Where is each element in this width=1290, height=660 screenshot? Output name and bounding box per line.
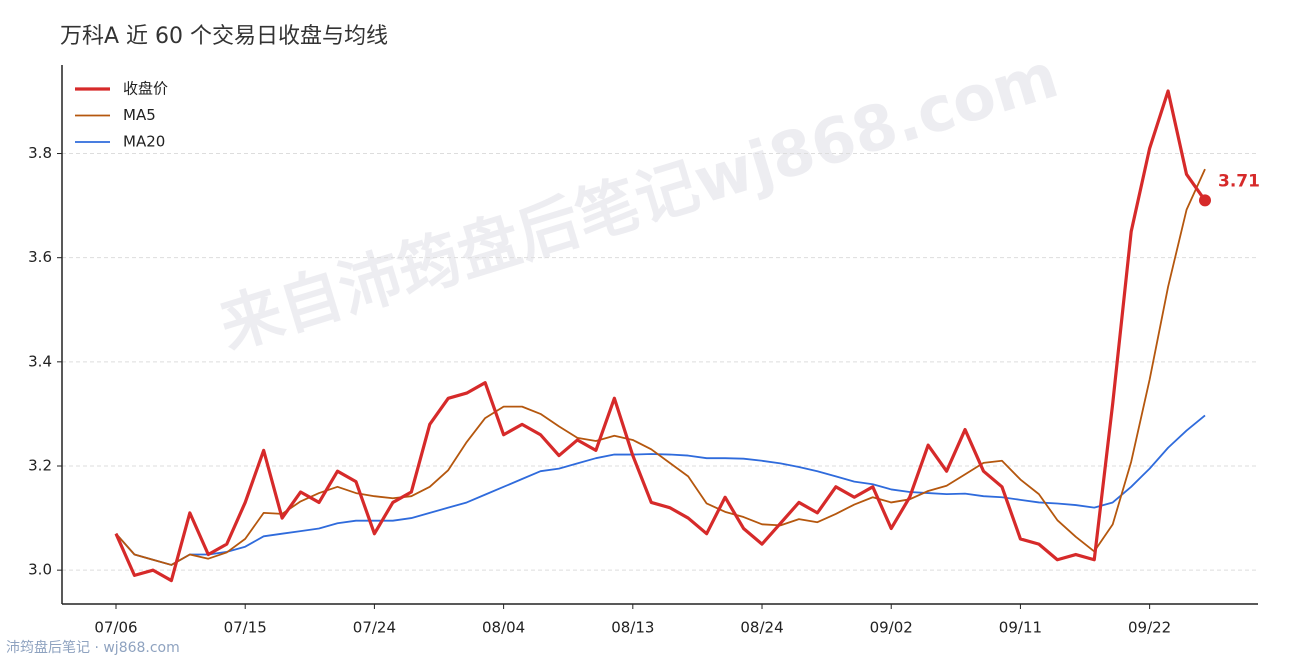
footer: 沛筠盘后笔记 · wj868.com [6,639,180,656]
last-point [1199,194,1211,207]
y-tick-label: 3.6 [28,248,52,266]
y-tick-label: 3.8 [28,144,52,162]
x-tick-label: 09/02 [870,619,913,637]
y-tick-label: 3.4 [28,352,52,370]
last-value-label: 3.71 [1218,171,1260,191]
x-tick-label: 09/11 [999,619,1042,637]
chart-title: 万科A 近 60 个交易日收盘与均线 [60,24,388,49]
x-tick-label: 08/24 [740,619,783,637]
y-tick-label: 3.0 [28,561,52,579]
series-line [114,89,1207,583]
watermark: 来自沛筠盘后笔记wj868.com [211,38,1066,363]
x-tick-label: 08/13 [611,619,654,637]
series-line [115,168,1206,566]
legend-label: 收盘价 [123,80,168,98]
legend-label: MA20 [123,133,165,151]
x-tick-label: 07/06 [94,619,137,637]
series-line [115,414,1206,566]
legend-label: MA5 [123,106,156,124]
x-tick-label: 07/24 [353,619,396,637]
x-tick-label: 09/22 [1128,619,1171,637]
y-tick-label: 3.2 [28,456,52,474]
x-tick-label: 08/04 [482,619,525,637]
x-tick-label: 07/15 [224,619,267,637]
